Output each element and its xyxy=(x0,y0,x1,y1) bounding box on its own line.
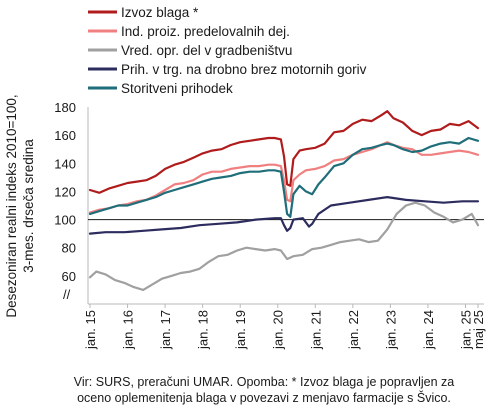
footnote-line: Vir: SURS, preračuni UMAR. Opomba: * Izv… xyxy=(74,375,455,389)
series-line-2 xyxy=(88,141,480,214)
x-tick-label: jan. 20 xyxy=(271,310,286,350)
x-tick-label: jan. 23 xyxy=(383,310,398,350)
legend-label: Prih. v trg. na drobno brez motornih gor… xyxy=(121,62,367,77)
footnote: Vir: SURS, preračuni UMAR. Opomba: * Izv… xyxy=(74,375,455,405)
x-ticks: jan. 15 jan. 16 jan. 17 jan. 18 jan. 19 jan. … xyxy=(83,304,486,350)
x-tick-label: jan. 16 xyxy=(121,310,136,350)
series-line-3 xyxy=(88,201,480,291)
x-tick-label: jan. 17 xyxy=(158,310,173,350)
legend-label: Ind. proiz. predelovalnih dej. xyxy=(121,24,290,39)
y-tick-label: 180 xyxy=(54,100,76,115)
y-tick-label: 120 xyxy=(54,184,76,199)
series-line-5 xyxy=(88,136,480,218)
series-line-1 xyxy=(88,110,480,194)
y-ticks: 60 80 100 120 140 160 180 xyxy=(54,100,76,284)
footnote-line: oceno oplemenitenja blaga v povezavi z m… xyxy=(77,390,451,405)
x-tick-label: jan. 22 xyxy=(346,310,361,350)
y-tick-label: 60 xyxy=(62,269,76,284)
x-tick-label: maj 25 xyxy=(471,310,486,349)
series-lines xyxy=(88,110,480,291)
legend-label: Storitveni prihodek xyxy=(121,81,233,96)
x-tick-label: jan. 15 xyxy=(83,310,98,350)
legend-label: Vred. opr. del v gradbeništvu xyxy=(121,43,292,58)
x-tick-label: jan. 25 xyxy=(458,310,473,350)
series-line-4 xyxy=(88,196,480,235)
y-tick-label: 160 xyxy=(54,128,76,143)
x-tick-label: jan. 18 xyxy=(196,310,211,350)
y-tick-label: 100 xyxy=(54,213,76,228)
x-tick-label: jan. 24 xyxy=(421,310,436,350)
y-axis-label-line: Desezoniran realni indeks 2010=100, xyxy=(4,94,19,317)
axis-break-mark: // xyxy=(63,287,71,302)
y-tick-label: 140 xyxy=(54,156,76,171)
y-axis-label-line: 3-mes. drseča sredina xyxy=(21,139,36,273)
legend: Izvoz blaga * Ind. proiz. predelovalnih d… xyxy=(88,5,367,96)
y-tick-label: 80 xyxy=(62,241,76,256)
x-tick-label: jan. 19 xyxy=(233,310,248,350)
y-axis-label: Desezoniran realni indeks 2010=100, 3-mes… xyxy=(4,94,36,317)
legend-label: Izvoz blaga * xyxy=(121,5,199,20)
x-tick-label: jan. 21 xyxy=(308,310,323,350)
